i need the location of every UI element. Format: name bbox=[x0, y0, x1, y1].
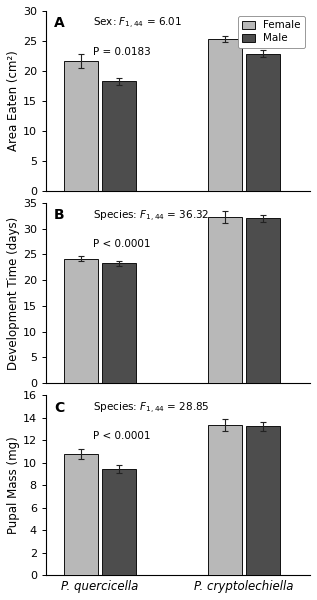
Text: A: A bbox=[54, 16, 65, 31]
Text: Species: $F_{1,44}$ = 36.32: Species: $F_{1,44}$ = 36.32 bbox=[94, 208, 210, 224]
Text: P = 0.0183: P = 0.0183 bbox=[94, 47, 151, 57]
Bar bbox=[64, 259, 98, 383]
Bar bbox=[246, 53, 280, 191]
Bar bbox=[246, 218, 280, 383]
Text: B: B bbox=[54, 208, 64, 223]
Bar bbox=[64, 454, 98, 575]
Bar bbox=[64, 61, 98, 191]
Bar bbox=[246, 426, 280, 575]
Text: C: C bbox=[54, 401, 64, 415]
Text: Sex: $F_{1,44}$ = 6.01: Sex: $F_{1,44}$ = 6.01 bbox=[94, 16, 183, 31]
Legend: Female, Male: Female, Male bbox=[238, 16, 305, 47]
Y-axis label: Development Time (days): Development Time (days) bbox=[7, 217, 20, 370]
Text: P < 0.0001: P < 0.0001 bbox=[94, 431, 151, 441]
Bar bbox=[102, 469, 136, 575]
Bar bbox=[208, 217, 242, 383]
Bar bbox=[208, 39, 242, 191]
Y-axis label: Area Eaten (cm²): Area Eaten (cm²) bbox=[7, 50, 20, 151]
Y-axis label: Pupal Mass (mg): Pupal Mass (mg) bbox=[7, 436, 20, 534]
Bar bbox=[102, 81, 136, 191]
Bar bbox=[208, 425, 242, 575]
Bar bbox=[102, 263, 136, 383]
Text: Species: $F_{1,44}$ = 28.85: Species: $F_{1,44}$ = 28.85 bbox=[94, 401, 210, 416]
Text: P < 0.0001: P < 0.0001 bbox=[94, 239, 151, 249]
